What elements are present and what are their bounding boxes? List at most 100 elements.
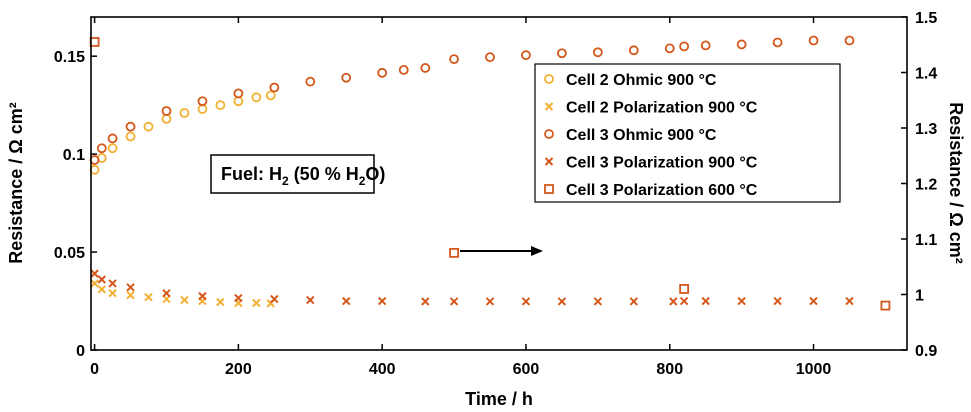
legend-label: Cell 3 Polarization 600 °C (566, 182, 758, 199)
data-point (216, 297, 225, 307)
axes: 0 200 400 600 800 1000 0 0.05 0.1 0.15 0.9 1 1.1 1.2 1… (54, 10, 937, 378)
y-tick-label-right: 1.2 (915, 177, 937, 194)
y-tick-label-left: 0.15 (54, 49, 85, 66)
annotation-text: Fuel: H2 (50 % H2O) (221, 164, 385, 188)
data-point (125, 131, 136, 142)
x-axis-label: Time / h (465, 389, 533, 409)
series-1 (90, 279, 275, 308)
data-point (629, 297, 639, 306)
y-tick-label-left: 0.1 (63, 147, 85, 164)
y-tick-label-left: 0 (76, 343, 85, 360)
data-point (234, 293, 243, 303)
data-point (880, 300, 891, 311)
data-point (252, 298, 261, 308)
data-point (144, 292, 153, 302)
data-marks (89, 35, 891, 311)
data-point (305, 76, 316, 87)
data-point (265, 90, 276, 101)
data-point (377, 296, 387, 306)
data-point (701, 296, 710, 306)
legend-marker (544, 184, 554, 194)
data-point (126, 283, 135, 292)
legend-marker (544, 102, 554, 111)
y-tick-label-right: 1.4 (915, 66, 937, 83)
y-axis-label-right: Resistance / Ω cm² (946, 102, 966, 264)
data-point (233, 96, 244, 107)
legend-label: Cell 3 Ohmic 900 °C (566, 127, 717, 144)
data-point (592, 47, 603, 58)
data-point (628, 45, 639, 56)
data-point (593, 297, 603, 306)
data-point (809, 296, 818, 306)
data-point (669, 297, 678, 306)
series-3 (90, 269, 854, 306)
data-point (198, 291, 207, 301)
data-point (736, 39, 747, 50)
legend-label: Cell 2 Polarization 900 °C (566, 100, 758, 117)
data-point (197, 96, 208, 107)
x-tick-label: 800 (656, 361, 683, 378)
data-point (90, 279, 99, 288)
data-point (97, 275, 106, 284)
data-point (233, 88, 244, 99)
data-point (772, 37, 783, 48)
data-point (485, 297, 495, 306)
data-point (162, 288, 171, 298)
data-point (421, 297, 430, 306)
data-point (485, 52, 495, 63)
y-tick-label-right: 0.9 (915, 343, 937, 360)
data-point (342, 296, 351, 306)
y-tick-label-right: 1.5 (915, 10, 937, 27)
data-point (180, 295, 189, 305)
legend-marker (544, 74, 554, 84)
data-point (700, 40, 711, 51)
data-point (126, 290, 135, 300)
data-point (125, 121, 136, 132)
y-axis-label-left: Resistance / Ω cm² (6, 102, 26, 264)
data-point (107, 133, 118, 144)
data-point (449, 54, 459, 65)
x-tick-label: 600 (513, 361, 540, 378)
x-tick-label: 0 (90, 361, 99, 378)
legend-marker (544, 157, 554, 166)
legend-marker (544, 129, 554, 139)
data-point (664, 43, 675, 54)
data-point (557, 297, 567, 306)
right-arrow (460, 246, 543, 256)
data-point (143, 121, 154, 132)
data-point (251, 92, 262, 103)
data-point (557, 48, 567, 59)
x-tick-label: 1000 (796, 361, 832, 378)
data-point (420, 63, 431, 73)
x-tick-label: 400 (369, 361, 396, 378)
data-point (306, 295, 315, 305)
data-point (521, 50, 531, 61)
data-point (90, 269, 99, 278)
data-point (844, 35, 855, 46)
data-point (108, 288, 117, 298)
data-point (737, 296, 746, 306)
data-point (270, 294, 279, 304)
data-point (107, 143, 118, 154)
data-point (398, 64, 409, 75)
annotation-box: Fuel: H2 (50 % H2O) (210, 154, 385, 194)
data-point (97, 285, 106, 294)
data-point (341, 72, 352, 83)
data-point (108, 279, 117, 288)
data-point (161, 113, 172, 124)
data-point (808, 35, 819, 46)
data-point (845, 296, 854, 306)
data-point (179, 108, 190, 118)
y-tick-label-left: 0.05 (54, 245, 85, 262)
data-point (197, 104, 208, 114)
legend-label: Cell 3 Polarization 900 °C (566, 155, 758, 172)
data-point (521, 297, 531, 306)
data-point (96, 143, 107, 154)
data-point (679, 296, 689, 306)
data-point (679, 284, 690, 294)
data-point (215, 100, 226, 111)
data-point (377, 67, 388, 78)
y-tick-label-right: 1.3 (915, 121, 937, 138)
y-tick-label-right: 1 (915, 288, 924, 305)
